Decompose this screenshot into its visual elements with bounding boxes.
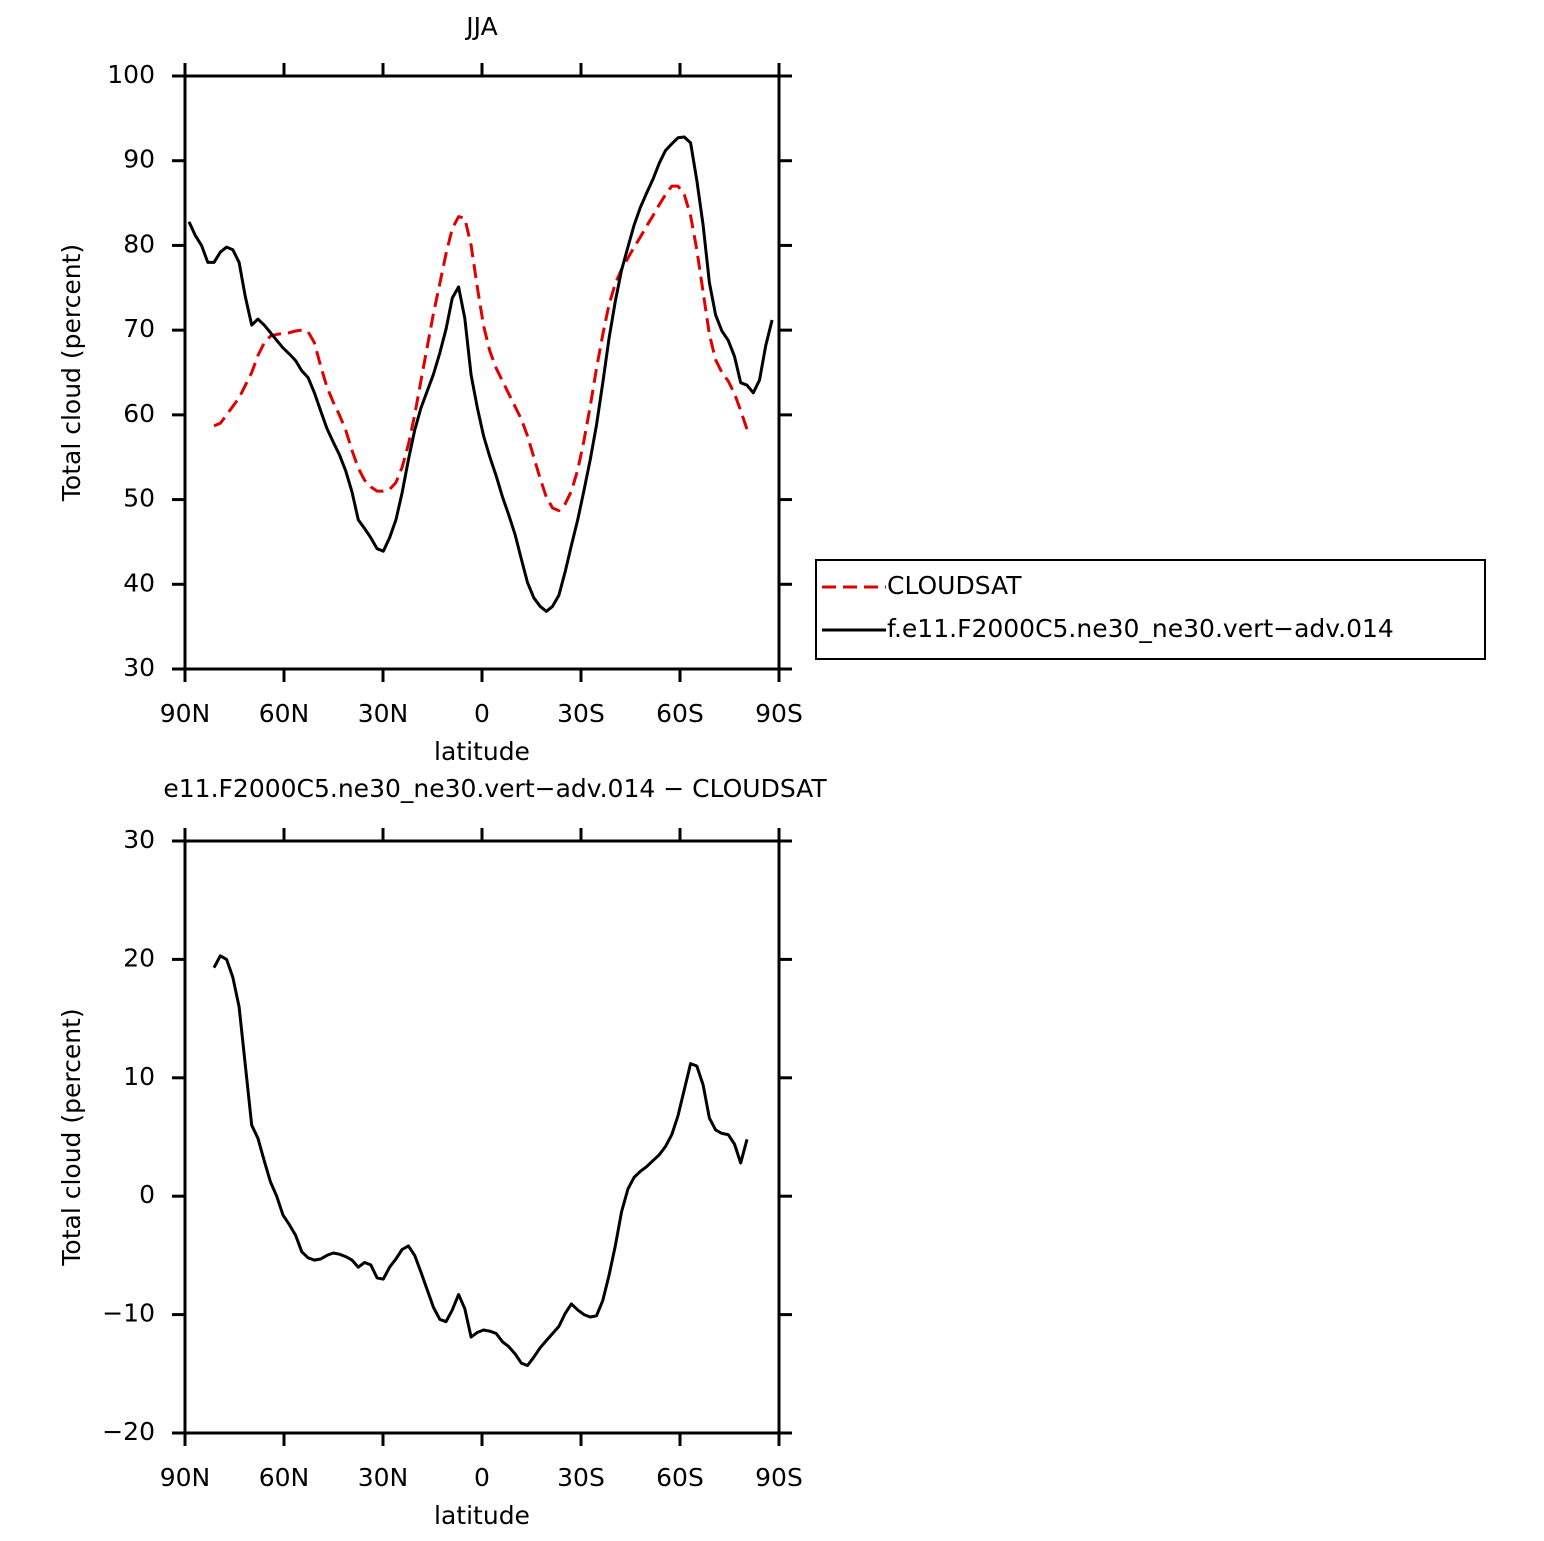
x-tick-label: 30S [557, 699, 605, 728]
y-tick-label: 10 [123, 1062, 155, 1091]
y-tick-label: −10 [102, 1299, 155, 1328]
y-tick-label: 50 [123, 484, 155, 513]
data-line [187, 135, 774, 613]
x-tick-label: 30N [358, 1463, 409, 1492]
x-tick-label: 90S [755, 1463, 803, 1492]
y-tick-label: 80 [123, 229, 155, 258]
x-tick-label: 60N [259, 1463, 310, 1492]
data-line [212, 954, 749, 1367]
y-axis-label: Total cloud (percent) [57, 244, 86, 502]
x-tick-label: 30S [557, 1463, 605, 1492]
x-axis-label: latitude [434, 1501, 530, 1530]
x-axis-label: latitude [434, 737, 530, 766]
plot-frame [183, 74, 781, 671]
x-tick-label: 60N [259, 699, 310, 728]
y-tick-label: 60 [123, 399, 155, 428]
y-tick-label: 0 [139, 1180, 155, 1209]
y-tick-label: 40 [123, 568, 155, 597]
x-tick-label: 90S [755, 699, 803, 728]
x-tick-label: 60S [656, 1463, 704, 1492]
legend-box [815, 559, 1486, 660]
y-tick-label: 30 [123, 825, 155, 854]
x-tick-label: 30N [358, 699, 409, 728]
y-tick-label: 20 [123, 943, 155, 972]
x-tick-label: 60S [656, 699, 704, 728]
chart-title: JJA [464, 12, 497, 41]
x-tick-label: 0 [474, 699, 490, 728]
y-tick-label: 30 [123, 653, 155, 682]
chart-title: e11.F2000C5.ne30_ne30.vert−adv.014 − CLO… [163, 774, 827, 803]
y-tick-label: −20 [102, 1417, 155, 1446]
plot-frame [183, 839, 781, 1435]
y-tick-label: 90 [123, 145, 155, 174]
data-line [213, 184, 749, 513]
legend-label: f.e11.F2000C5.ne30_ne30.vert−adv.014 [887, 614, 1394, 643]
y-tick-label: 100 [107, 60, 155, 89]
x-tick-label: 90N [160, 699, 211, 728]
x-tick-label: 0 [474, 1463, 490, 1492]
x-tick-label: 90N [160, 1463, 211, 1492]
y-axis-label: Total cloud (percent) [57, 1008, 86, 1266]
y-tick-label: 70 [123, 314, 155, 343]
legend-label: CLOUDSAT [887, 571, 1022, 600]
